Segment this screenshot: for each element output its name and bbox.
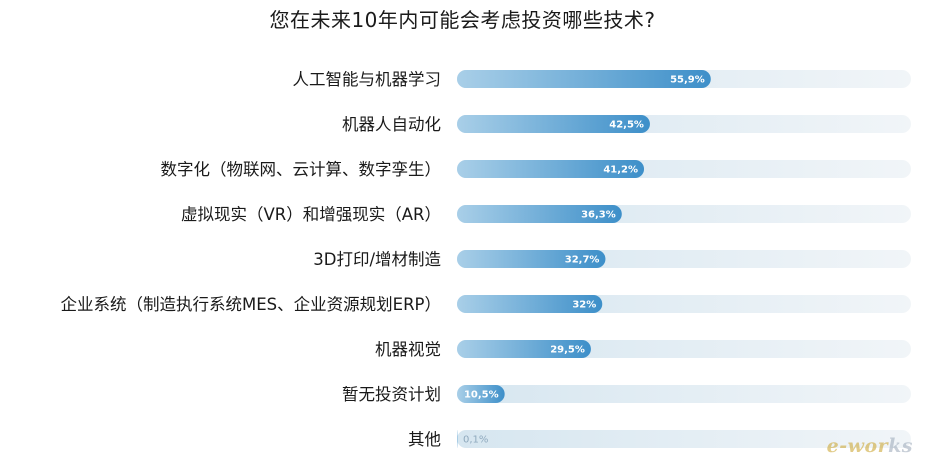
- bar: [457, 70, 711, 88]
- value-label: 32,7%: [565, 255, 600, 266]
- category-label: 机器人自动化: [342, 115, 441, 134]
- category-label: 虚拟现实（VR）和增强现实（AR）: [181, 205, 441, 224]
- bar-track: [457, 430, 911, 448]
- category-label: 数字化（物联网、云计算、数字孪生）: [161, 160, 442, 179]
- bar: [457, 205, 622, 223]
- category-label: 其他: [408, 430, 441, 449]
- bar: [457, 295, 603, 313]
- category-label: 人工智能与机器学习: [293, 70, 442, 89]
- bar: [457, 250, 606, 268]
- bar: [457, 340, 591, 358]
- category-label: 3D打印/增材制造: [313, 250, 441, 269]
- bar: [457, 115, 650, 133]
- chart-title: 您在未来10年内可能会考虑投资哪些技术?: [269, 8, 656, 32]
- value-label: 36,3%: [581, 210, 616, 221]
- value-label: 29,5%: [550, 345, 585, 356]
- e-works-logo: e-works: [826, 435, 913, 457]
- bar: [457, 385, 505, 403]
- value-label: 32%: [572, 300, 596, 311]
- bar-track: [457, 385, 911, 403]
- category-label: 机器视觉: [375, 340, 441, 359]
- value-label: 41,2%: [603, 165, 638, 176]
- value-label: 10,5%: [464, 390, 499, 401]
- value-label: 0,1%: [463, 435, 488, 446]
- value-label: 55,9%: [670, 75, 705, 86]
- category-label: 暂无投资计划: [342, 385, 441, 404]
- category-label: 企业系统（制造执行系统MES、企业资源规划ERP）: [61, 295, 441, 314]
- bar: [457, 160, 645, 178]
- value-label: 42,5%: [609, 120, 644, 131]
